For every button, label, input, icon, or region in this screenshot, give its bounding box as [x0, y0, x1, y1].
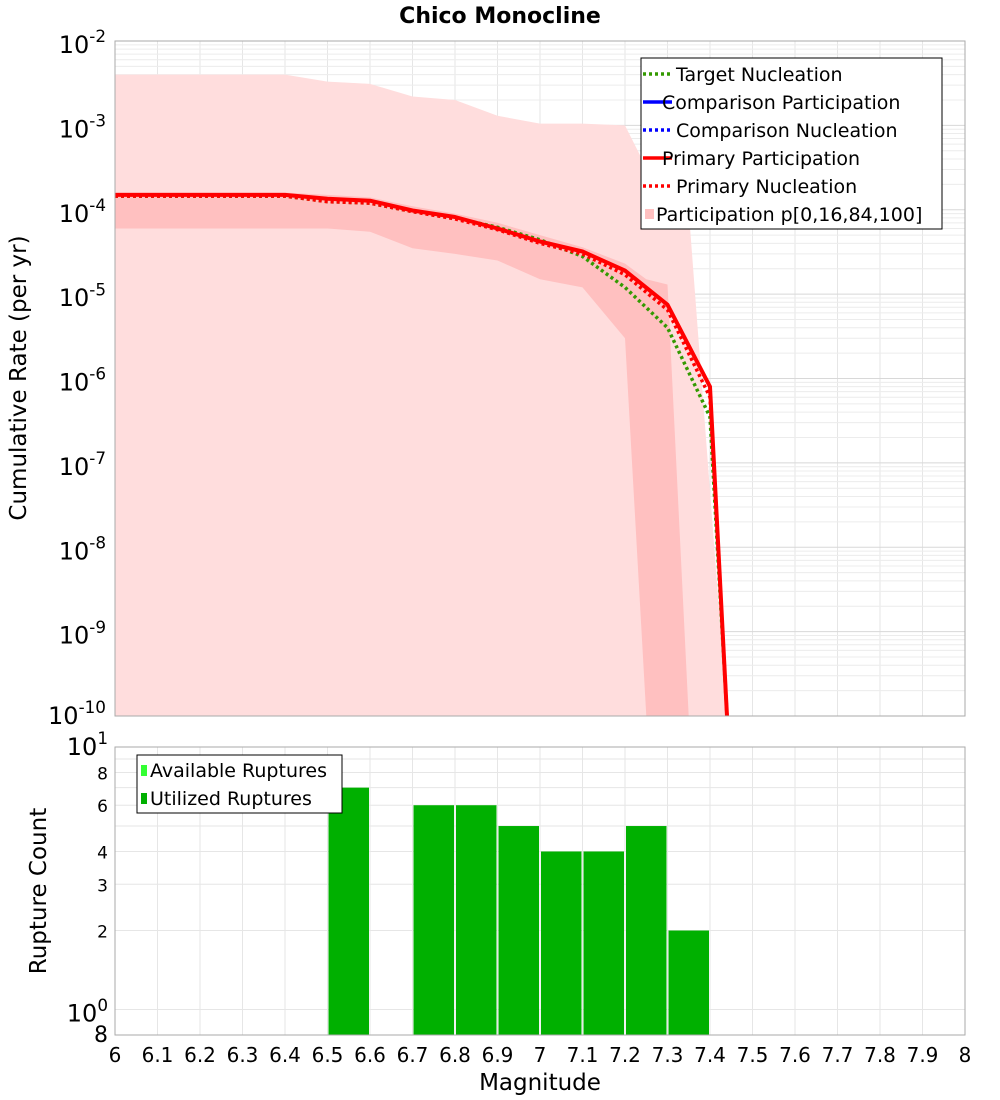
bottom-y-tick-label: 6	[97, 797, 108, 817]
series-line-primary-participation	[115, 192, 729, 716]
top-plot-frame	[114, 40, 966, 717]
top-y-tick-label: 10-9	[59, 617, 106, 650]
top-y-tick-label: 10-5	[59, 279, 106, 312]
legend-label: Utilized Ruptures	[150, 788, 312, 810]
chart-title: Chico Monocline	[399, 4, 601, 29]
bar	[541, 851, 582, 1035]
bottom-y-tick-label: 8	[94, 1023, 108, 1048]
x-tick-label: 6.6	[354, 1043, 386, 1067]
x-tick-label: 6.9	[482, 1043, 514, 1067]
bar	[668, 930, 709, 1035]
bottom-grid	[114, 747, 966, 1035]
bottom-plot-frame	[114, 746, 966, 1036]
x-tick-label: 7.8	[864, 1043, 896, 1067]
x-tick-label: 6	[109, 1043, 122, 1067]
x-tick-label: 6.3	[227, 1043, 259, 1067]
x-tick-label: 7.3	[652, 1043, 684, 1067]
bars-utilized-ruptures	[328, 787, 709, 1035]
bar	[456, 805, 497, 1035]
legend-label: Participation p[0,16,84,100]	[656, 204, 922, 226]
percentile-band-p0-p100	[115, 74, 727, 716]
x-tick-label: 7.4	[694, 1043, 726, 1067]
top-y-tick-label: 10-6	[59, 364, 106, 397]
bottom-legend-box	[136, 754, 343, 814]
bottom-y-tick-label: 3	[97, 876, 108, 896]
legend-swatch	[645, 209, 654, 219]
x-tick-label: 7.9	[907, 1043, 939, 1067]
bar	[328, 787, 369, 1035]
x-tick-label: 6.5	[312, 1043, 344, 1067]
legend-label: Target Nucleation	[675, 64, 843, 86]
x-tick-label: 6.1	[142, 1043, 174, 1067]
top-y-tick-label: 10-8	[59, 532, 106, 565]
rate-plot: 10-2 10-3 10-4 10-5 10-6 10-7 10-8 10-9 10-10 Tar…	[48, 26, 966, 730]
x-tick-label: 7.2	[609, 1043, 641, 1067]
x-tick-label: 8	[959, 1043, 972, 1067]
top-y-axis-label: Cumulative Rate (per yr)	[6, 235, 32, 520]
top-y-tick-label: 10-4	[59, 195, 106, 228]
x-tick-label: 7.6	[779, 1043, 811, 1067]
x-tick-label: 7.5	[737, 1043, 769, 1067]
x-tick-label: 7	[534, 1043, 547, 1067]
bar	[583, 851, 624, 1035]
x-tick-label: 6.8	[439, 1043, 471, 1067]
x-tick-label: 7.1	[567, 1043, 599, 1067]
x-tick-label: 6.4	[269, 1043, 301, 1067]
x-tick-label: 6.7	[397, 1043, 429, 1067]
top-legend-box	[640, 57, 943, 230]
legend-label: Primary Nucleation	[676, 176, 857, 198]
legend-swatch	[141, 793, 147, 804]
bar	[626, 826, 667, 1035]
x-tick-label: 6.2	[184, 1043, 216, 1067]
legend-label: Primary Participation	[662, 148, 860, 170]
bottom-y-tick-label: 4	[97, 843, 108, 863]
legend-label: Available Ruptures	[150, 760, 327, 782]
top-y-tick-label: 10-7	[59, 448, 106, 481]
top-y-tick-label: 10-2	[59, 26, 106, 59]
top-series-group	[115, 74, 729, 716]
legend-label: Comparison Participation	[662, 92, 900, 114]
bottom-y-tick-label: 2	[97, 923, 108, 943]
bottom-y-axis-label: Rupture Count	[26, 808, 52, 974]
x-axis-label: Magnitude	[479, 1070, 601, 1096]
bar	[498, 826, 539, 1035]
bottom-y-tick-label: 8	[97, 764, 108, 784]
legend-label: Comparison Nucleation	[676, 120, 898, 142]
legend-swatch	[141, 765, 147, 776]
bottom-y-tick-label: 101	[67, 728, 108, 761]
top-y-tick-label: 10-10	[48, 697, 106, 730]
bar	[413, 805, 454, 1035]
bottom-y-tick-label: 100	[67, 995, 108, 1028]
top-y-tick-label: 10-3	[59, 111, 106, 144]
x-tick-label: 7.7	[822, 1043, 854, 1067]
